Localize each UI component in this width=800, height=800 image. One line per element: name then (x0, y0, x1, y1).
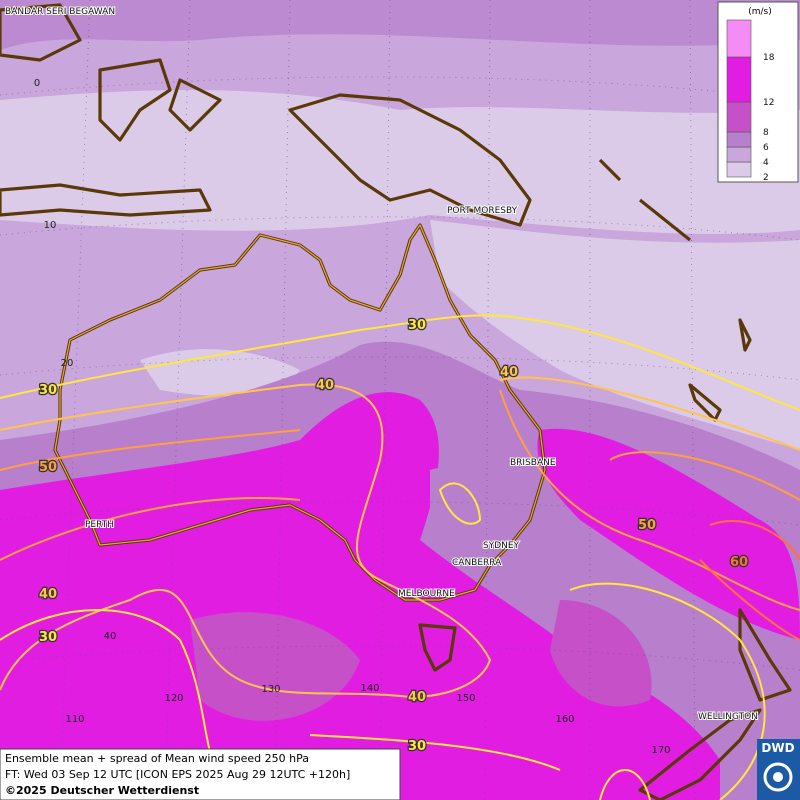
longitude-label: 140 (360, 683, 379, 694)
latitude-label: 0 (34, 78, 40, 89)
contour-label: 30 (408, 739, 426, 754)
city-label: MELBOURNE (398, 589, 455, 599)
city-label: PERTH (85, 520, 114, 530)
logo-text: DWD (761, 741, 794, 755)
footer-line: ©2025 Deutscher Wetterdienst (5, 784, 199, 797)
spread-area (0, 90, 800, 235)
city-label: BANDAR SERI BEGAWAN (5, 7, 115, 17)
logo-icon (763, 762, 793, 792)
contour-label: 40 (316, 378, 334, 393)
spread-area (0, 392, 720, 800)
contour-label: 60 (730, 555, 748, 570)
logo-icon (773, 772, 783, 782)
contour-label: 50 (39, 460, 57, 475)
longitude-label: 120 (164, 693, 183, 704)
spread-area (430, 467, 490, 558)
legend-label: 4 (763, 158, 769, 168)
legend-label: 18 (763, 53, 775, 63)
legend-swatch (726, 161, 752, 178)
legend-swatch (726, 56, 752, 103)
city-label: WELLINGTON (698, 712, 758, 722)
contour-label: 30 (39, 630, 57, 645)
longitude-label: 160 (555, 714, 574, 725)
footer-line: FT: Wed 03 Sep 12 UTC [ICON EPS 2025 Aug… (5, 768, 350, 781)
contour-label: 40 (500, 365, 518, 380)
longitude-label: 130 (261, 684, 280, 695)
longitude-label: 170 (651, 745, 670, 756)
legend-label: 2 (763, 173, 769, 183)
contour-label: 50 (638, 518, 656, 533)
legend-unit: (m/s) (748, 7, 772, 17)
latitude-label: 10 (44, 220, 57, 231)
spread-area (0, 0, 800, 50)
legend-swatch (726, 146, 752, 163)
legend-swatch (726, 131, 752, 148)
map-labels: BANDAR SERI BEGAWAN PORT MORESBY PERTH BRIS… (4, 6, 759, 756)
contour-label: 30 (408, 318, 426, 333)
spread-area (537, 428, 800, 640)
latitude-label: 40 (104, 631, 117, 642)
spread-area (550, 600, 652, 707)
longitude-label: 150 (456, 693, 475, 704)
contour-label: 30 (39, 383, 57, 398)
legend-label: 8 (763, 128, 769, 138)
longitude-label: 110 (65, 714, 84, 725)
contour-lines (0, 314, 800, 800)
legend-swatch (726, 101, 752, 133)
contour-label: 40 (408, 690, 426, 705)
spread-area (430, 220, 800, 450)
legend-label: 6 (763, 143, 769, 153)
contour-label: 40 (39, 587, 57, 602)
city-label: CANBERRA (452, 558, 502, 568)
footer-box (0, 748, 401, 800)
footer-line: Ensemble mean + spread of Mean wind spee… (5, 752, 309, 765)
latitude-label: 20 (61, 358, 74, 369)
city-label: PORT MORESBY (447, 206, 518, 216)
legend: 2 4 6 8 12 18 (726, 19, 775, 183)
legend-label: 12 (763, 98, 774, 108)
city-label: SYDNEY (483, 541, 520, 551)
legend-swatch (726, 19, 752, 58)
city-label: BRISBANE (510, 458, 556, 468)
